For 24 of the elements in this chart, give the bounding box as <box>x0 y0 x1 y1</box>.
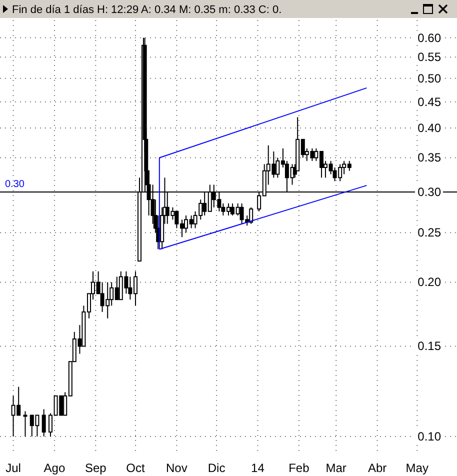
ref-line-label: 0.30 <box>5 179 25 190</box>
y-tick-label: 0.35 <box>418 150 442 165</box>
y-tick-label: 0.55 <box>418 50 442 64</box>
x-tick-label: Sep <box>84 461 107 475</box>
y-tick-label: 0.30 <box>418 185 442 200</box>
x-tick-label: Feb <box>288 461 310 475</box>
x-tick-label: Mar <box>326 461 346 475</box>
y-tick-label: 0.25 <box>418 226 442 240</box>
y-tick-label: 0.45 <box>418 94 442 109</box>
x-tick-label: 14 <box>251 461 265 475</box>
y-tick-label: 0.15 <box>418 339 442 354</box>
y-tick-label: 0.20 <box>418 275 442 290</box>
y-tick-label: 0.50 <box>418 71 442 86</box>
y-tick-label: 0.40 <box>418 121 442 136</box>
x-tick-label: Abr <box>368 461 387 475</box>
y-tick-label: 0.10 <box>418 429 442 444</box>
x-tick-label: Oct <box>126 461 146 475</box>
x-tick-label: Ago <box>44 461 66 475</box>
x-tick-label: Jul <box>6 461 21 475</box>
x-tick-label: May <box>406 461 428 475</box>
y-tick-label: 0.60 <box>418 30 442 45</box>
x-tick-label: Dic <box>208 461 226 475</box>
chart-title: Fin de día 1 días H: 12:29 A: 0.34 M: 0.35 m: 0.33 C: 0. <box>12 4 282 16</box>
x-tick-label: Nov <box>166 461 188 475</box>
